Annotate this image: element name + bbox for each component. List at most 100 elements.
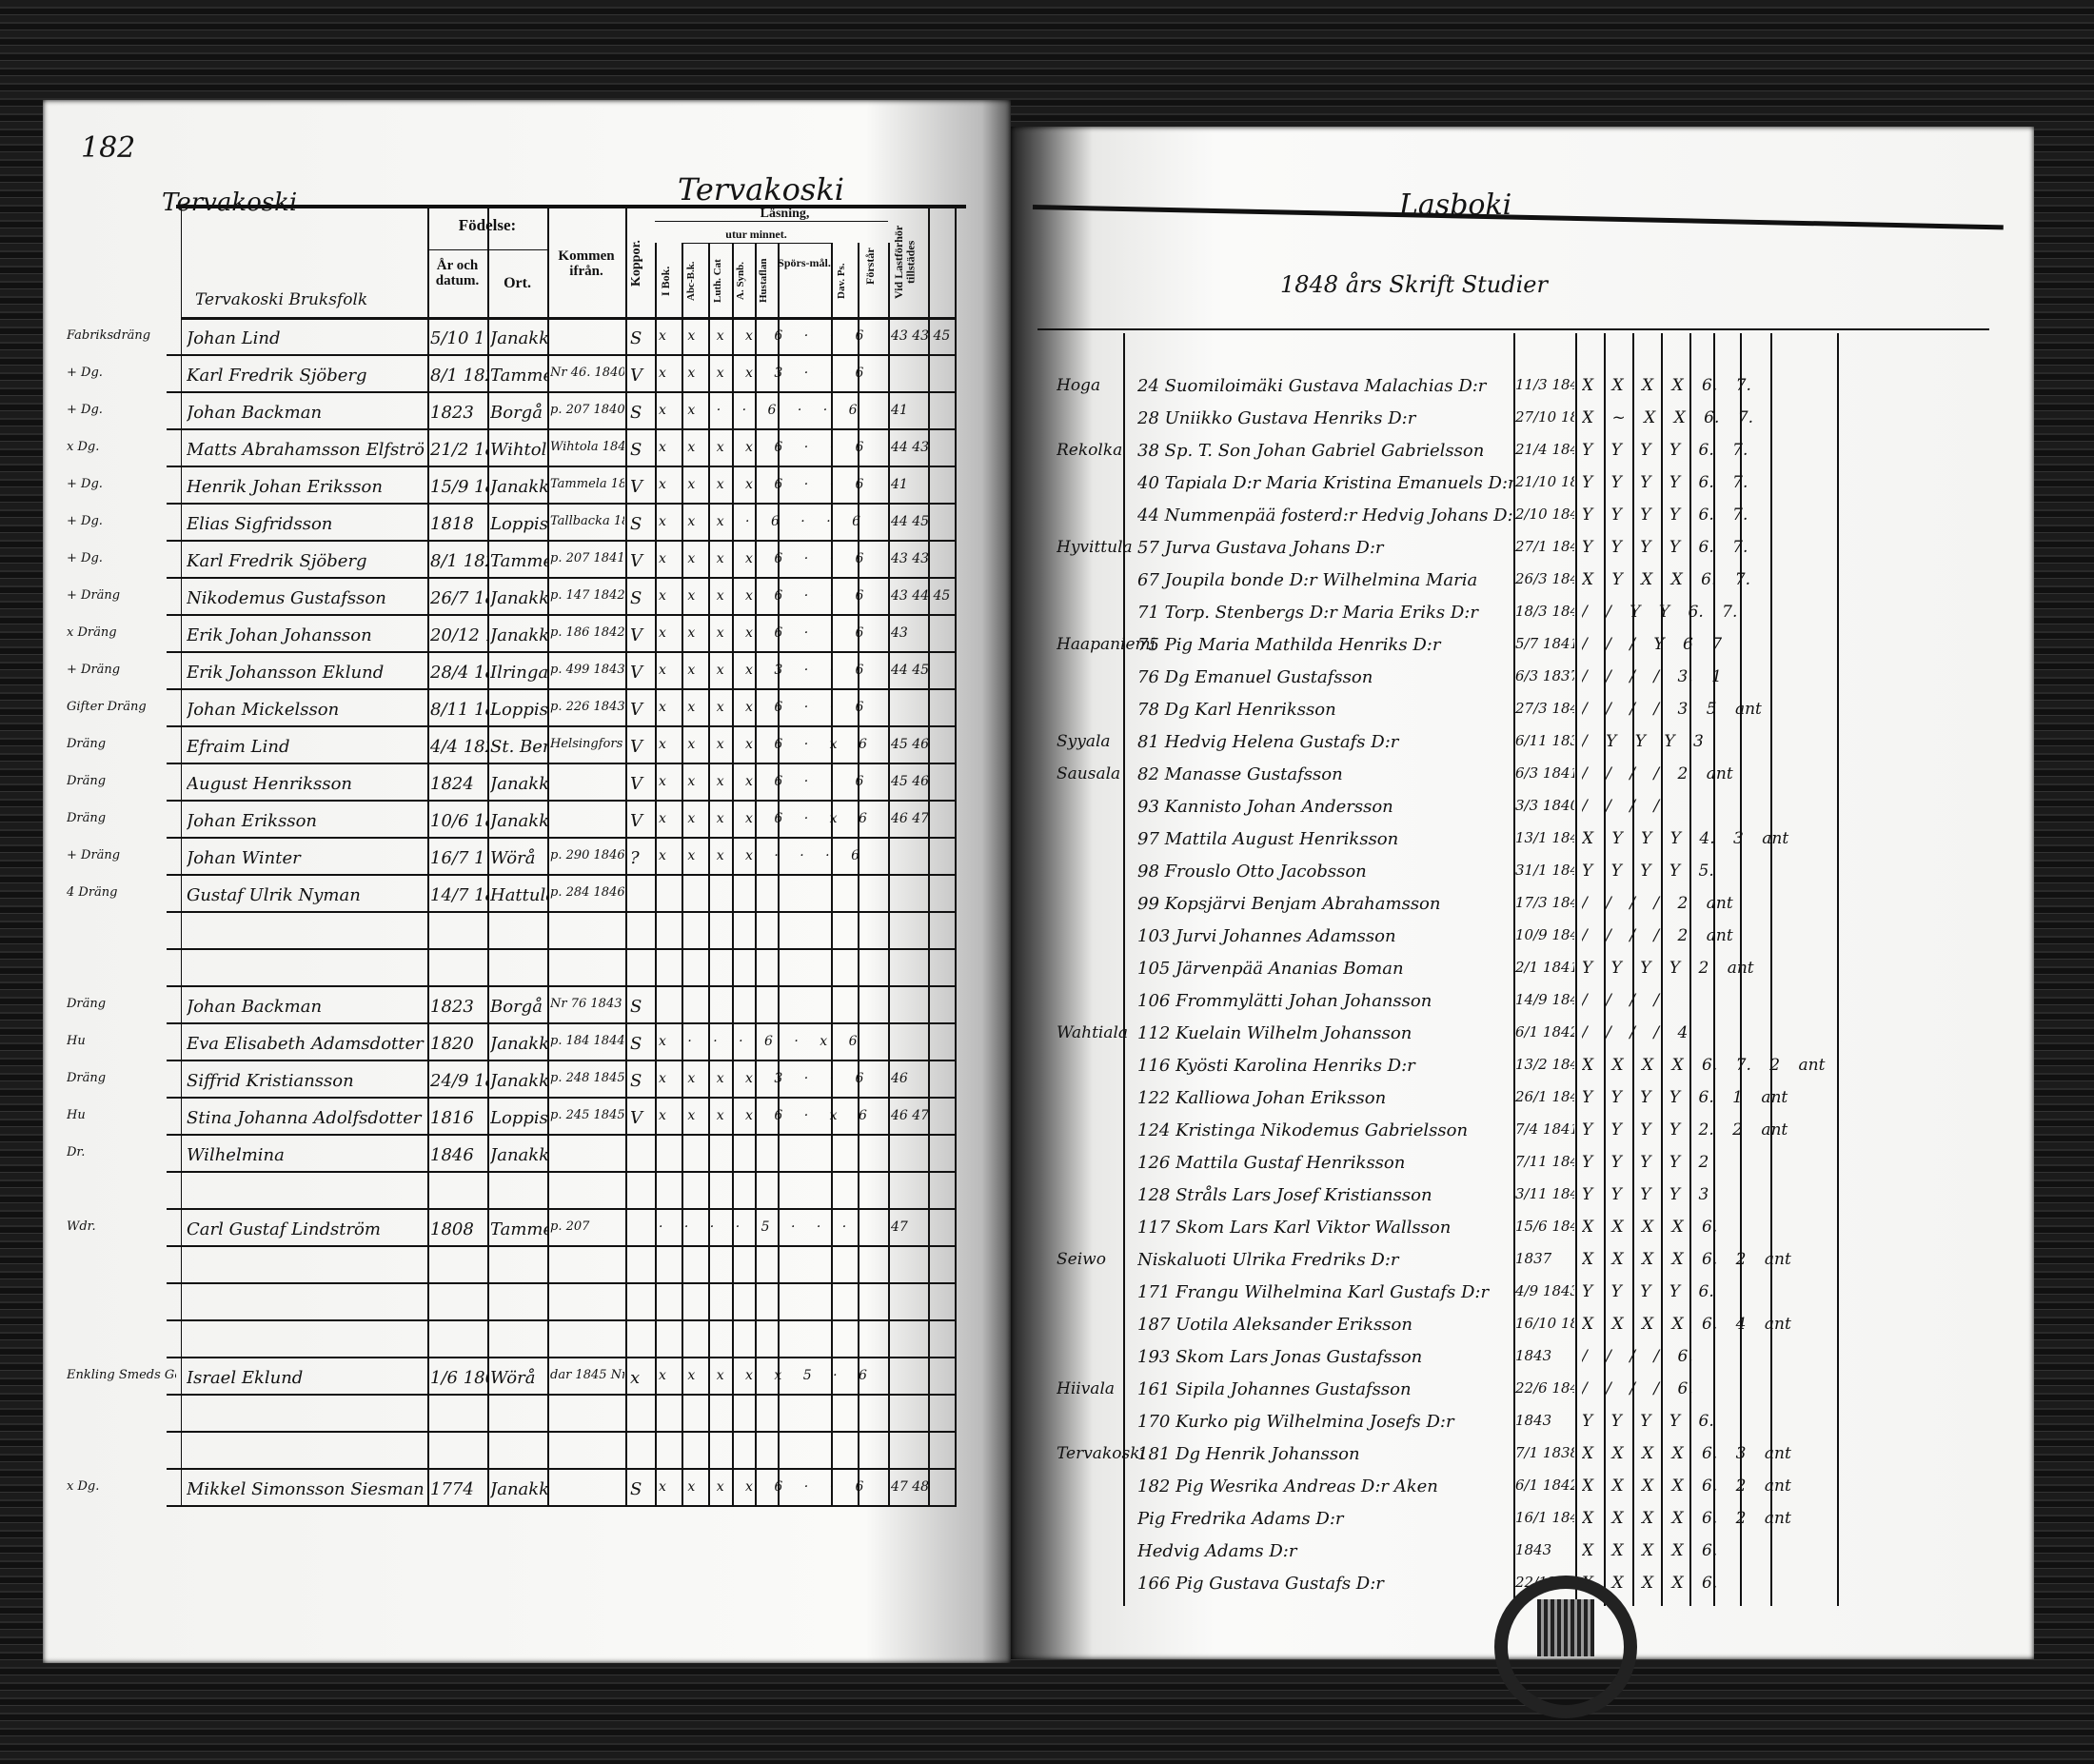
- row-came-from: p. 248 1845: [550, 1071, 624, 1085]
- row-name: Hedvig Adams D:r: [1137, 1541, 1297, 1561]
- row-birth-place: Janakkala: [490, 328, 547, 348]
- row-marks: X X X X 6.: [1582, 1218, 1718, 1237]
- row-name: 103 Jurvi Johannes Adamsson: [1137, 926, 1396, 946]
- row-marks: Y Y Y Y 2. 2 ant: [1582, 1120, 1788, 1140]
- row-birth-date: 13/1 1842: [1515, 829, 1574, 846]
- row-name: 82 Manasse Gustafsson: [1137, 764, 1343, 784]
- row-village: Seiwo: [1057, 1250, 1106, 1269]
- row-name: Elias Sigfridsson: [187, 514, 333, 534]
- row-birth-date: 8/11 1806: [430, 700, 487, 720]
- row-marks: X ~ X X 6. 7.: [1582, 408, 1754, 427]
- row-name: 122 Kalliowa Johan Eriksson: [1137, 1088, 1387, 1108]
- row-birth-date: 20/12 1823: [430, 625, 487, 645]
- right-top-rule: [1037, 328, 1989, 330]
- row-birth-place: Loppis: [490, 514, 547, 534]
- right-page: [1011, 127, 2034, 1659]
- row-reading-marks: x x x x 6 · · 6: [659, 625, 873, 641]
- row-marks: Y Y Y Y 6. 7.: [1582, 505, 1748, 525]
- row-margin-note: x Dg.: [67, 1479, 100, 1494]
- right-column-rule: [1740, 333, 1742, 1606]
- row-margin-note: Dräng: [67, 774, 107, 788]
- row-name: Erik Johansson Eklund: [187, 663, 385, 683]
- row-birth-date: 10/9 1841: [1515, 926, 1574, 943]
- row-came-from: p. 499 1843: [550, 663, 624, 677]
- row-birth-place: Janakkala: [490, 1479, 547, 1499]
- row-name: 161 Sipila Johannes Gustafsson: [1137, 1379, 1412, 1399]
- row-koppor: V: [630, 663, 642, 683]
- row-rule: [167, 1060, 957, 1061]
- row-rule: [167, 391, 957, 393]
- row-reading-marks: x x x x · · · 6: [659, 848, 868, 863]
- row-reading-marks: x x x x 3 · · 6: [659, 663, 873, 678]
- row-rule: [167, 763, 957, 764]
- row-koppor: V: [630, 366, 642, 386]
- row-reading-marks: x x x x 6 · · 6: [659, 700, 873, 715]
- column-rule: [181, 208, 182, 1505]
- row-came-from: p. 186 1842: [550, 625, 624, 640]
- header-forstar: Förstår: [863, 248, 877, 286]
- row-reading-marks: x · · · 6 · x 6: [659, 1034, 866, 1049]
- row-reading-marks: x x x x 6 · · 6: [659, 1479, 873, 1495]
- row-birth-date: 7/11 1841: [1515, 1153, 1574, 1170]
- row-reading-marks: x x x x x 5 · 6: [659, 1368, 876, 1383]
- row-marks: / Y Y Y 3: [1582, 732, 1704, 751]
- row-birth-place: Borgå: [490, 403, 543, 423]
- row-attendance: 46: [891, 1071, 908, 1086]
- column-rule: [955, 208, 957, 1505]
- row-rule: [167, 1171, 957, 1173]
- row-attendance: 46 47: [891, 1108, 930, 1123]
- column-rule: [427, 208, 429, 1505]
- row-birth-place: Loppis: [490, 700, 547, 720]
- right-column-rule: [1770, 333, 1772, 1606]
- corner-heading: Tervakoski: [162, 188, 298, 217]
- row-marks: X Y X X 6. 7.: [1582, 570, 1750, 589]
- row-village: Hoga: [1057, 376, 1101, 395]
- row-reading-marks: x x x x 6 · · 6: [659, 328, 873, 344]
- row-birth-date: 6/3 1841: [1515, 764, 1574, 782]
- row-marks: X X X X 6. 3 ant: [1582, 1444, 1791, 1463]
- row-rule: [167, 1208, 957, 1210]
- row-marks: Y Y Y Y 6. 7.: [1582, 441, 1748, 460]
- row-name: Eva Elisabeth Adamsdotter: [187, 1034, 424, 1054]
- row-birth-date: 3/3 1840: [1515, 797, 1574, 814]
- row-margin-note: x Dräng: [67, 625, 117, 640]
- row-name: Nikodemus Gustafsson: [187, 588, 386, 608]
- header-utur-minnet: utur minnet.: [725, 228, 787, 241]
- row-village: Sausala: [1057, 764, 1121, 783]
- row-attendance: 41: [891, 477, 908, 492]
- row-marks: / / / / 4: [1582, 1023, 1689, 1042]
- row-birth-date: 1820: [430, 1034, 474, 1054]
- row-birth-date: 7/1 1838: [1515, 1444, 1574, 1461]
- row-birth-place: Janakkala: [490, 1034, 547, 1054]
- left-page: [43, 100, 1011, 1663]
- row-reading-marks: x x x x 6 · · 6: [659, 551, 873, 566]
- row-marks: Y Y Y Y 6. 7.: [1582, 473, 1748, 492]
- row-name: Siffrid Kristiansson: [187, 1071, 354, 1091]
- row-attendance: 44 43: [891, 440, 930, 455]
- row-birth-date: 5/10 1791: [430, 328, 487, 348]
- row-birth-place: Janakkala: [490, 1071, 547, 1091]
- row-margin-note: + Dräng: [67, 663, 121, 677]
- row-birth-date: 1/6 1809: [430, 1368, 487, 1388]
- row-attendance: 45 46: [891, 737, 930, 752]
- row-came-from: dar 1845 Nr 38: [550, 1368, 624, 1382]
- row-birth-place: Tammela: [490, 366, 547, 386]
- row-marks: / / / / 3. 1: [1582, 667, 1722, 686]
- row-marks: Y Y Y Y 6.: [1582, 1282, 1714, 1301]
- row-marks: Y Y Y Y 6.: [1582, 1412, 1714, 1431]
- row-birth-date: 15/6 1842: [1515, 1218, 1574, 1235]
- row-name: Karl Fredrik Sjöberg: [187, 551, 367, 571]
- row-birth-date: 2/10 1842: [1515, 505, 1574, 523]
- row-koppor: S: [630, 997, 642, 1017]
- row-came-from: Tammela 1840: [550, 477, 624, 491]
- row-village: Haapaniemi: [1057, 635, 1156, 654]
- row-birth-date: 1837: [1515, 1250, 1552, 1267]
- row-attendance: 41: [891, 403, 908, 418]
- row-marks: Y Y Y Y 3: [1582, 1185, 1709, 1204]
- row-name: Johan Backman: [187, 997, 323, 1017]
- row-marks: / / Y Y 6. 7.: [1582, 603, 1738, 622]
- row-reading-marks: x x x x 6 · · 6: [659, 588, 873, 604]
- row-rule: [167, 1468, 957, 1470]
- row-margin-note: + Dg.: [67, 551, 103, 565]
- lasning-rule: [655, 221, 888, 222]
